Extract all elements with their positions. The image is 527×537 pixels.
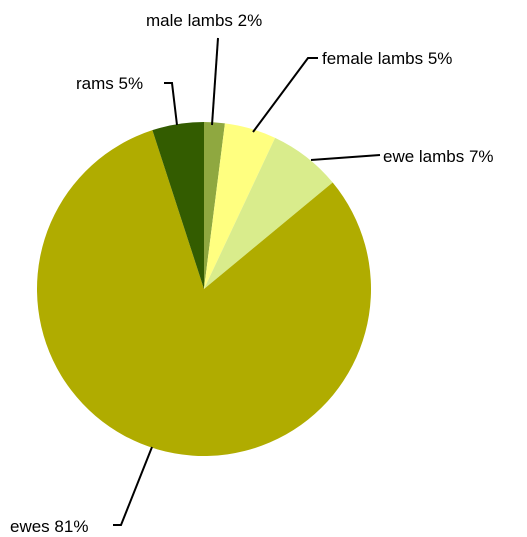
pie-slice-rams xyxy=(152,122,204,289)
slice-label-ewe-lambs: ewe lambs 7% xyxy=(383,147,494,166)
leader-lines xyxy=(113,37,381,526)
pie-slice-ewe-lambs xyxy=(204,137,333,289)
leader-line-male-lambs xyxy=(211,37,219,126)
slice-labels: male lambs 2% female lambs 5% ewe lambs 7%… xyxy=(10,11,494,536)
leader-line-ewes xyxy=(113,446,153,526)
pie-slice-male-lambs xyxy=(204,122,225,289)
pie-slice-ewes xyxy=(37,130,372,456)
slice-label-ewes: ewes 81% xyxy=(10,517,88,536)
leader-line-female-lambs xyxy=(252,57,318,133)
leader-line-ewe-lambs xyxy=(310,154,381,161)
slice-label-rams: rams 5% xyxy=(76,74,143,93)
pie-slice-female-lambs xyxy=(204,123,276,289)
slice-label-female-lambs: female lambs 5% xyxy=(322,49,452,68)
slice-label-male-lambs: male lambs 2% xyxy=(146,11,262,30)
pie-slices xyxy=(37,122,372,456)
leader-line-rams xyxy=(164,82,178,126)
